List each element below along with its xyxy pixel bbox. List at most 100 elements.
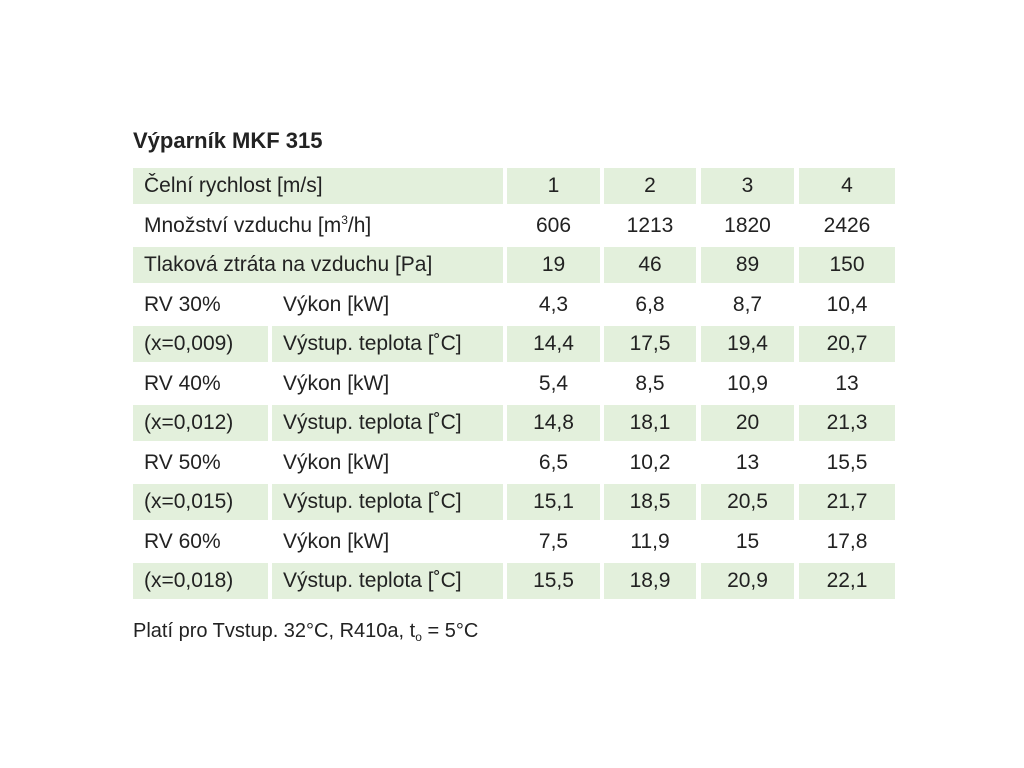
row-label: Výstup. teplota [˚C] [283, 490, 462, 513]
row-label: Výstup. teplota [˚C] [283, 332, 462, 355]
cell: 21,7 [799, 484, 895, 520]
row-label: 3 [341, 212, 348, 227]
row-label: Množství vzduchu [m [144, 213, 342, 237]
cell: 14,4 [507, 326, 600, 362]
title: Výparník MKF 315 [133, 128, 323, 153]
value: 2426 [823, 213, 871, 237]
cell: 1820 [701, 208, 794, 244]
row-label: Tlaková ztráta na vzduchu [Pa] [144, 253, 433, 276]
group-label: (x=0,012) [144, 411, 234, 434]
value: 606 [535, 213, 572, 237]
value: 8,5 [635, 371, 665, 395]
cell: Výkon [kW] [272, 366, 503, 402]
value: 11,9 [630, 529, 670, 553]
cell: RV 40% [133, 366, 268, 402]
cell: 17,5 [604, 326, 696, 362]
group-label: RV 50% [144, 450, 221, 474]
cell: Tlaková ztráta na vzduchu [Pa] [133, 247, 503, 283]
cell: RV 30% [133, 287, 268, 323]
row-label: /h] [347, 213, 372, 237]
cell: Výstup. teplota [˚C] [272, 563, 503, 599]
cell: 1 [507, 168, 600, 204]
value: 14,8 [533, 411, 574, 434]
cell: 8,7 [701, 287, 794, 323]
cell: 15,5 [507, 563, 600, 599]
cell: Čelní rychlost [m/s] [133, 168, 503, 204]
cell: Výkon [kW] [272, 524, 503, 560]
cell: 4,3 [507, 287, 600, 323]
cell: 1213 [604, 208, 696, 244]
cell: RV 60% [133, 524, 268, 560]
value: 18,9 [629, 569, 671, 592]
cell: 7,5 [507, 524, 600, 560]
value: 3 [741, 174, 754, 197]
cell: (x=0,018) [133, 563, 268, 599]
value: 4,3 [538, 292, 569, 316]
value: 18,1 [629, 411, 671, 434]
value: 8,7 [732, 292, 763, 316]
cell: Výstup. teplota [˚C] [272, 484, 503, 520]
footnote: Platí pro Tvstup. 32°C, R410a, to = 5°C [133, 620, 478, 643]
value: 15,5 [533, 569, 574, 592]
value: 7,5 [538, 529, 569, 553]
cell: 10,2 [604, 445, 696, 481]
value: 2 [644, 174, 656, 197]
cell: 20,9 [701, 563, 794, 599]
value: 19 [541, 253, 566, 276]
cell: 15 [701, 524, 794, 560]
value: 17,5 [629, 332, 671, 355]
cell: (x=0,012) [133, 405, 268, 441]
footnote-text: o [415, 630, 422, 644]
value: 22,1 [826, 569, 868, 592]
cell: 4 [799, 168, 895, 204]
row-label: Výkon [kW] [283, 371, 390, 395]
value: 4 [841, 174, 853, 197]
cell: 18,1 [604, 405, 696, 441]
row-label: Výkon [kW] [283, 292, 390, 316]
cell: 10,9 [701, 366, 794, 402]
cell: Výkon [kW] [272, 287, 503, 323]
value: 10,2 [629, 450, 671, 474]
value: 1820 [724, 213, 771, 237]
cell: 150 [799, 247, 895, 283]
cell: 17,8 [799, 524, 895, 560]
cell: 6,5 [507, 445, 600, 481]
footnote-text: Platí pro Tvstup. 32°C, R410a, t [133, 620, 416, 642]
group-label: (x=0,015) [144, 490, 234, 513]
cell: 15,5 [799, 445, 895, 481]
group-label: (x=0,009) [144, 332, 234, 355]
cell: 10,4 [799, 287, 895, 323]
row-label: Výstup. teplota [˚C] [283, 411, 462, 434]
value: 6,8 [635, 292, 665, 316]
cell: 5,4 [507, 366, 600, 402]
cell: 13 [799, 366, 895, 402]
value: 1 [547, 174, 560, 197]
cell: 21,3 [799, 405, 895, 441]
group-label: (x=0,018) [144, 569, 234, 592]
value: 18,5 [629, 490, 671, 513]
value: 20,9 [727, 569, 768, 592]
cell: 14,8 [507, 405, 600, 441]
row-label: Výstup. teplota [˚C] [283, 569, 462, 592]
group-label: RV 30% [144, 292, 221, 316]
cell: 22,1 [799, 563, 895, 599]
cell: Výkon [kW] [272, 445, 503, 481]
row-label: Čelní rychlost [m/s] [144, 174, 323, 197]
cell: (x=0,009) [133, 326, 268, 362]
cell: 6,8 [604, 287, 696, 323]
cell: 20 [701, 405, 794, 441]
value: 15 [735, 529, 760, 553]
cell: 18,9 [604, 563, 696, 599]
row-label: Výkon [kW] [283, 529, 390, 553]
footnote-text: = 5°C [421, 620, 479, 642]
cell: 18,5 [604, 484, 696, 520]
value: 1213 [626, 213, 674, 237]
group-label: RV 40% [144, 371, 221, 395]
cell: 8,5 [604, 366, 696, 402]
cell: 15,1 [507, 484, 600, 520]
row-label: Výkon [kW] [283, 450, 390, 474]
cell: 11,9 [604, 524, 696, 560]
value: 150 [829, 253, 865, 276]
cell: Množství vzduchu [m3/h] [133, 208, 503, 244]
